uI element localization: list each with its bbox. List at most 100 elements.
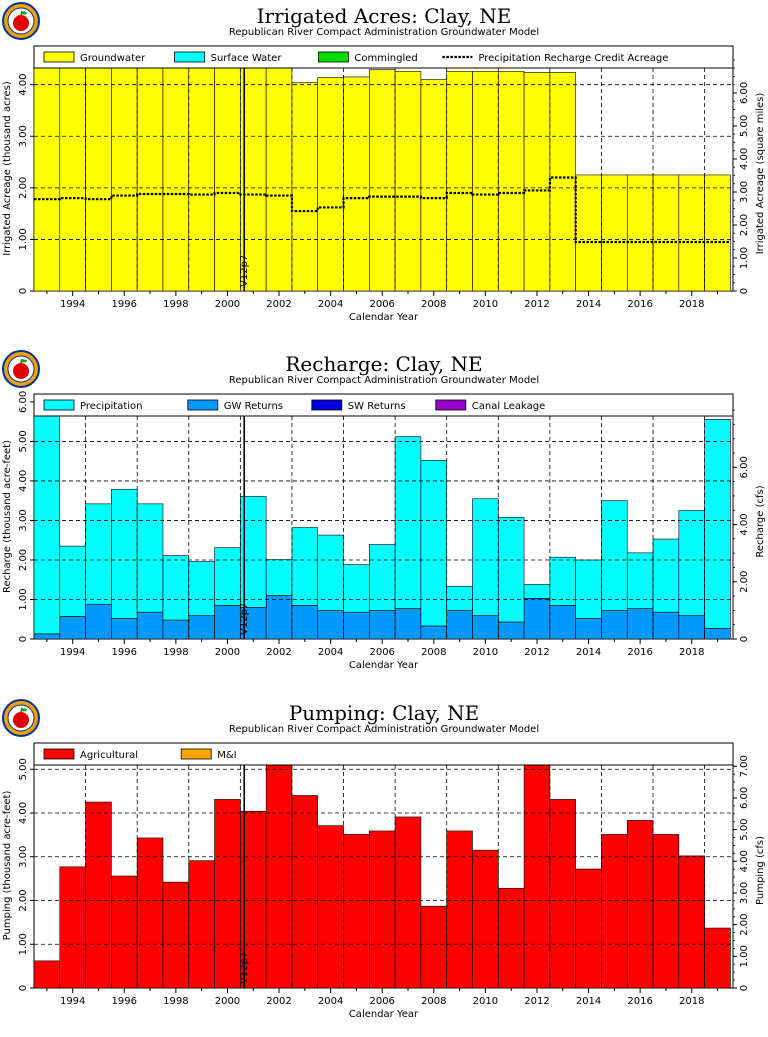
legend-label: Precipitation — [80, 401, 143, 412]
y-tick-label: 0 — [18, 288, 29, 294]
x-tick-label: 2008 — [421, 996, 446, 1007]
bar-groundwater — [317, 77, 344, 292]
bar-groundwater — [678, 174, 705, 292]
bar-agricultural — [472, 849, 499, 989]
y-tick-label: 1.00 — [18, 228, 29, 250]
bar-agricultural — [523, 761, 551, 989]
x-tick-label: 2006 — [369, 299, 394, 310]
y-axis-title: Pumping (thousand acre-feet) — [2, 791, 13, 941]
x-tick-label: 1996 — [112, 299, 137, 310]
y-tick-label: 2.00 — [18, 177, 29, 199]
bar-groundwater — [33, 57, 61, 292]
bar-groundwater — [394, 70, 422, 292]
bar-precipitation — [420, 460, 447, 627]
bar-gw-returns — [472, 615, 499, 640]
x-axis-title: Calendar Year — [349, 312, 419, 323]
y2-axis-title: Recharge (cfs) — [755, 485, 766, 557]
x-tick-label: 1996 — [112, 996, 137, 1007]
bar-precipitation — [601, 500, 628, 611]
bar-precipitation — [678, 510, 705, 616]
y-tick-label: 3.00 — [18, 509, 29, 531]
x-tick-label: 2002 — [266, 299, 291, 310]
bar-agricultural — [59, 866, 86, 989]
y2-tick-label: 6.00 — [739, 82, 750, 104]
y2-tick-label: 4.00 — [739, 513, 750, 535]
bar-gw-returns — [420, 625, 447, 640]
legend-swatch — [174, 51, 206, 63]
bar-gw-returns — [111, 618, 138, 640]
bar-gw-returns — [265, 595, 293, 640]
y2-tick-label: 4.00 — [739, 850, 750, 872]
bar-agricultural — [317, 825, 344, 989]
bar-agricultural — [214, 799, 241, 989]
irrigated-acres-chart: V12p7 Groundwater Surface Water Commingled P… — [2, 45, 766, 323]
x-axis-title: Calendar Year — [349, 660, 419, 671]
bar-groundwater — [214, 50, 241, 292]
bar-agricultural — [549, 799, 576, 989]
y-tick-label: 1.00 — [18, 588, 29, 610]
x-tick-label: 2000 — [215, 996, 240, 1007]
x-tick-label: 2008 — [421, 647, 446, 658]
bar-agricultural — [678, 855, 705, 989]
y2-axis-title: Irrigated Acreage (square miles) — [755, 93, 766, 255]
rrca-logo-icon — [2, 2, 40, 40]
legend-swatch — [43, 748, 75, 760]
bar-agricultural — [601, 834, 628, 989]
irrigated-acres-panel: Irrigated Acres: Clay, NE Republican Riv… — [0, 0, 768, 340]
x-tick-label: 2014 — [576, 996, 601, 1007]
bar-precipitation — [111, 488, 138, 619]
x-tick-label: 1994 — [60, 299, 85, 310]
x-tick-label: 1998 — [163, 647, 188, 658]
bar-gw-returns — [343, 611, 370, 640]
legend — [33, 45, 734, 69]
bar-agricultural — [704, 927, 731, 989]
bar-groundwater — [575, 174, 602, 292]
x-tick-label: 2014 — [576, 299, 601, 310]
x-tick-label: 1996 — [112, 647, 137, 658]
legend-swatch — [187, 399, 219, 411]
bar-groundwater — [59, 51, 86, 292]
y2-axis-title: Pumping (cfs) — [755, 836, 766, 905]
legend-label: Groundwater — [80, 53, 146, 64]
bar-precipitation — [265, 559, 293, 596]
legend-item: GW Returns — [187, 399, 283, 412]
bar-groundwater — [291, 82, 319, 292]
x-tick-label: 2008 — [421, 299, 446, 310]
bar-precipitation — [394, 436, 422, 609]
bar-groundwater — [420, 79, 447, 292]
bar-groundwater — [446, 70, 473, 292]
series-line-precipitation-recharge-credit — [34, 176, 731, 244]
model-version-label: V12p7 — [239, 255, 250, 287]
y2-tick-label: 6.00 — [739, 787, 750, 809]
bar-agricultural — [369, 830, 396, 989]
bar-precipitation — [59, 545, 86, 617]
y2-tick-label: 2.00 — [739, 214, 750, 236]
legend-item: Precipitation — [43, 399, 143, 412]
y2-tick-label: 0 — [739, 985, 750, 991]
x-tick-label: 1998 — [163, 299, 188, 310]
bar-gw-returns — [575, 618, 602, 640]
recharge-panel: Recharge: Clay, NE Republican River Comp… — [0, 348, 768, 688]
bar-precipitation — [446, 586, 473, 611]
model-version-label: V12p7 — [239, 952, 250, 984]
y2-tick-label: 4.00 — [739, 148, 750, 170]
bar-groundwater — [523, 72, 551, 292]
bar-precipitation — [214, 547, 241, 606]
bar-agricultural — [626, 820, 654, 989]
y-tick-label: 4.00 — [18, 74, 29, 96]
y2-tick-label: 1.00 — [739, 247, 750, 269]
chart-subtitle: Republican River Compact Administration … — [228, 375, 540, 386]
legend-label: Agricultural — [80, 750, 138, 761]
x-tick-label: 2012 — [524, 647, 549, 658]
y-tick-label: 5.00 — [18, 430, 29, 452]
bar-gw-returns — [85, 603, 112, 640]
rrca-logo-icon — [2, 350, 40, 388]
bar-agricultural — [162, 881, 190, 989]
x-tick-label: 2004 — [318, 299, 343, 310]
bar-precipitation — [472, 498, 499, 616]
legend-label: M&I — [217, 750, 236, 761]
bar-gw-returns — [652, 611, 680, 640]
bar-precipitation — [343, 564, 370, 613]
x-tick-label: 2006 — [369, 996, 394, 1007]
bar-gw-returns — [626, 608, 654, 640]
